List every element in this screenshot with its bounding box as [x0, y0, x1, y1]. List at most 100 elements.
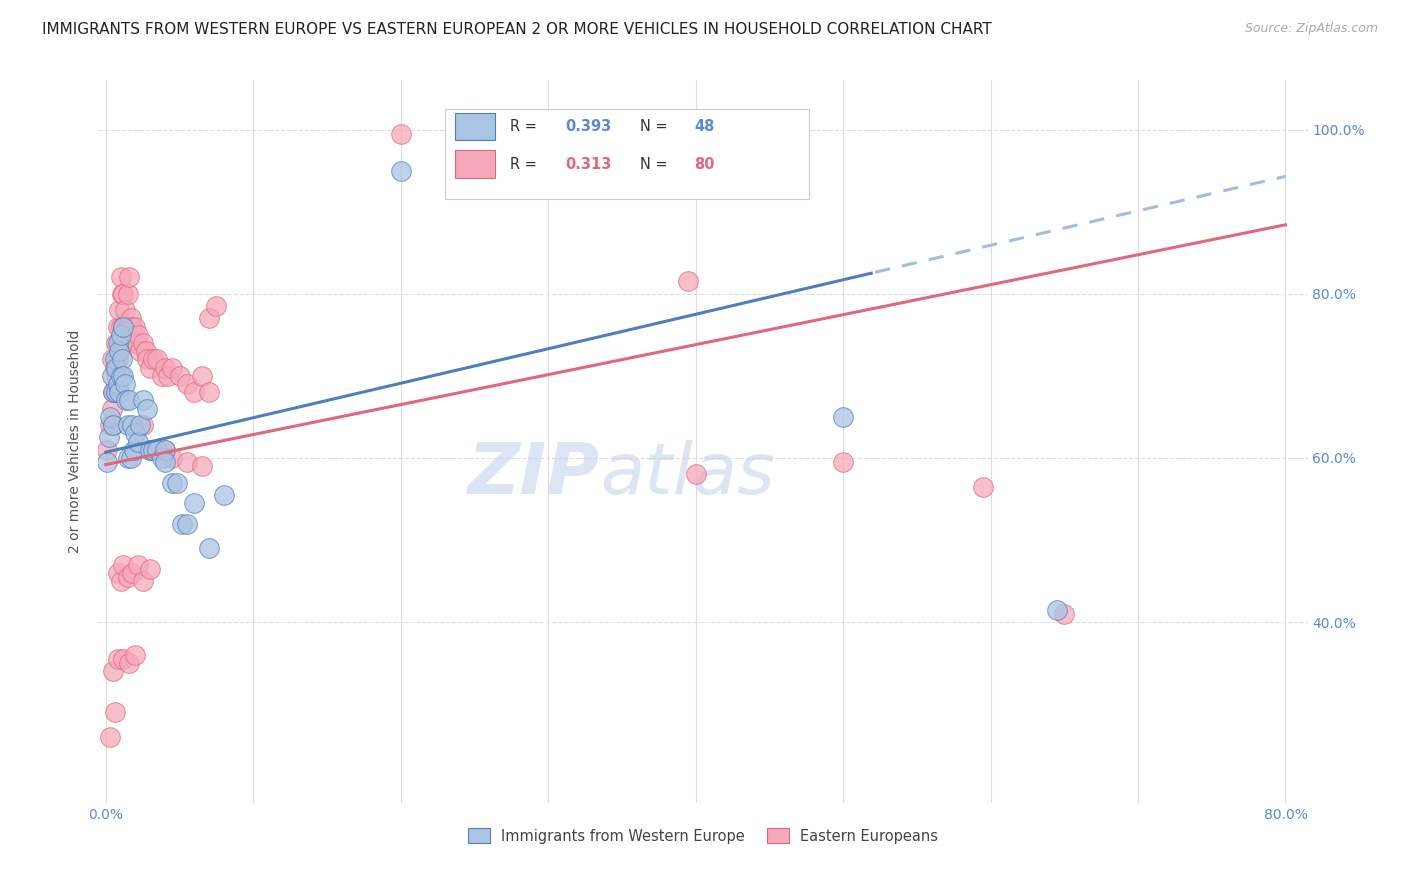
Point [100, 352, 122, 367]
Point [128, 418, 150, 433]
Point [107, 652, 129, 666]
Point [107, 566, 129, 580]
Point [166, 475, 188, 490]
Y-axis label: 2 or more Vehicles in Household: 2 or more Vehicles in Household [69, 330, 83, 553]
Point [122, 336, 145, 351]
Point [118, 393, 141, 408]
Bar [456, 151, 495, 178]
Point [108, 344, 131, 359]
Point [110, 574, 132, 588]
Text: 48: 48 [695, 119, 714, 134]
Point [120, 450, 142, 465]
Point [160, 450, 183, 465]
Point [972, 480, 994, 494]
Point [183, 496, 205, 510]
Point [142, 352, 165, 367]
Point [111, 336, 134, 351]
Point [96, 455, 118, 469]
Point [108, 385, 131, 400]
Point [110, 319, 132, 334]
Point [172, 516, 194, 531]
Point [117, 418, 139, 433]
Point [111, 352, 134, 367]
Point [198, 541, 221, 556]
Point [1046, 603, 1069, 617]
Point [131, 418, 153, 433]
Point [108, 303, 131, 318]
Point [121, 566, 143, 580]
Point [156, 368, 179, 383]
Point [107, 336, 129, 351]
Point [117, 319, 139, 334]
Text: 0.393: 0.393 [565, 119, 612, 134]
Point [117, 450, 139, 465]
Point [127, 558, 149, 572]
Point [678, 275, 700, 289]
Point [98, 730, 121, 744]
Point [101, 418, 124, 433]
Point [146, 442, 169, 457]
Point [117, 570, 139, 584]
Point [142, 442, 165, 457]
Point [176, 516, 198, 531]
Point [104, 706, 127, 720]
Text: N =: N = [640, 157, 672, 171]
Point [128, 344, 150, 359]
Point [118, 657, 141, 671]
Point [131, 574, 153, 588]
Point [198, 385, 221, 400]
Point [190, 459, 212, 474]
Point [139, 442, 162, 457]
Point [114, 303, 136, 318]
Point [110, 270, 132, 285]
Point [198, 311, 221, 326]
Text: R =: R = [509, 119, 541, 134]
Point [153, 442, 176, 457]
Point [169, 368, 191, 383]
Text: ZIP: ZIP [468, 440, 600, 508]
Point [136, 401, 159, 416]
Point [101, 418, 124, 433]
Point [107, 319, 129, 334]
Point [190, 368, 212, 383]
Point [153, 455, 176, 469]
Point [832, 455, 855, 469]
Point [153, 442, 176, 457]
Point [120, 311, 142, 326]
Point [112, 368, 135, 383]
Point [101, 385, 124, 400]
Point [832, 409, 855, 424]
Point [110, 327, 132, 342]
Point [100, 368, 122, 383]
Point [131, 393, 153, 408]
Point [121, 319, 143, 334]
Point [153, 360, 176, 375]
Text: 0.313: 0.313 [565, 157, 612, 171]
Point [105, 368, 128, 383]
Point [176, 455, 198, 469]
Bar [456, 112, 495, 140]
FancyBboxPatch shape [446, 109, 810, 200]
Point [160, 475, 183, 490]
Point [139, 562, 162, 576]
Point [124, 319, 146, 334]
Point [105, 336, 128, 351]
Point [112, 319, 135, 334]
Point [101, 385, 124, 400]
Point [112, 558, 135, 572]
Point [127, 327, 149, 342]
Point [127, 434, 149, 449]
Point [121, 418, 143, 433]
Point [146, 352, 169, 367]
Point [105, 385, 128, 400]
Point [124, 648, 146, 662]
Point [98, 409, 121, 424]
Point [100, 401, 122, 416]
Point [685, 467, 707, 482]
Text: Source: ZipAtlas.com: Source: ZipAtlas.com [1244, 22, 1378, 36]
Point [112, 652, 135, 666]
Point [115, 319, 138, 334]
Point [105, 360, 128, 375]
Point [97, 430, 120, 444]
Point [1053, 607, 1076, 621]
